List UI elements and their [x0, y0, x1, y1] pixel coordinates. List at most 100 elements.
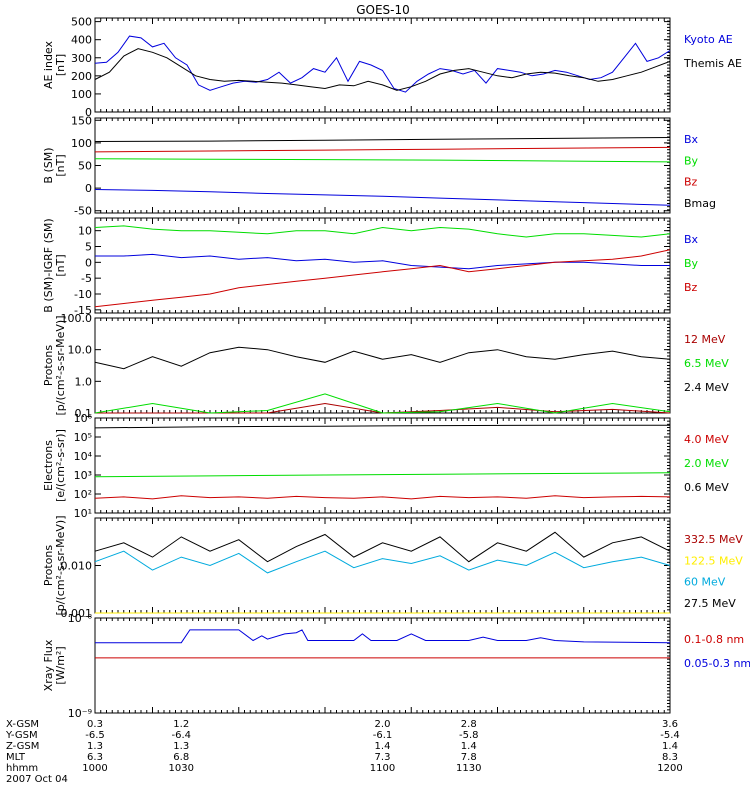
y-tick-label: 0 [85, 182, 92, 195]
y-axis-label: B (SM)[nT] [42, 147, 67, 183]
series-line-0-6-mev [94, 424, 670, 429]
y-tick-label: 1.0 [75, 375, 93, 388]
legend-entry-122-5-mev: 122.5 MeV [684, 554, 743, 567]
x-tick-value: 1.4 [662, 741, 678, 752]
legend-entry-bx: Bx [684, 233, 699, 246]
y-axis-label-line: Protons [42, 345, 55, 386]
y-tick-label: 10⁴ [74, 450, 93, 463]
y-axis-label-line: Xray Flux [42, 639, 55, 691]
panel-xray: 10⁻⁹ 10⁻⁸ Xray Flux[W/m²] 0.1-0.8 nm 0.05-0.… [42, 612, 750, 720]
series-line-bz [94, 249, 671, 308]
y-tick-label: 0.001 [61, 607, 93, 620]
legend-entry-by: By [684, 154, 699, 167]
x-row-label: MLT [6, 752, 26, 763]
x-tick-value: 1000 [82, 763, 107, 774]
legend-entry-27-5-mev: 27.5 MeV [684, 597, 736, 610]
y-axis-label-line: Protons [42, 545, 55, 586]
x-tick-value: -5.4 [660, 730, 680, 741]
y-axis-label: Protons[p/(cm²-s-sr-MeV)] [42, 316, 67, 416]
y-axis-label-line: [nT] [54, 254, 67, 276]
legend-entry-332-5-mev: 332.5 MeV [684, 533, 743, 546]
y-tick-label: 100 [71, 137, 92, 150]
y-tick-label: 0 [85, 106, 92, 119]
x-tick-value: 1.4 [375, 741, 391, 752]
legend-entry-0-6-mev: 0.6 MeV [684, 481, 729, 494]
x-tick-value: 7.3 [375, 752, 391, 763]
x-tick-value: 1200 [657, 763, 682, 774]
y-axis-label-line: [p/(cm²-s-sr-MeV)] [54, 516, 67, 616]
y-axis-label: B (SM)-IGRF (SM)[nT] [42, 218, 67, 312]
y-axis-label-line: [W/m²] [54, 646, 67, 684]
panel-frame [94, 217, 671, 314]
y-tick-label: 10² [74, 488, 92, 501]
x-axis-labels: X-GSM 0.3 1.2 2.0 2.8 3.6 Y-GSM -6.5 -6.4 -6.1 -5.… [5, 719, 683, 785]
x-tick-value: 1.3 [87, 741, 103, 752]
panel-protons_hi: 0.11.010.0100.0Protons[p/(cm²-s-sr-MeV)]… [42, 312, 729, 420]
y-axis-label-line: Electrons [42, 440, 55, 491]
x-row-label: X-GSM [6, 719, 39, 730]
panel-ae: 0 100 200 300 400 500 AE index[nT] Kyoto AE Them… [42, 16, 742, 119]
y-tick-label: 10¹ [74, 507, 92, 520]
y-tick-label: 100.0 [61, 312, 93, 325]
x-tick-value: 2.0 [375, 719, 391, 730]
y-axis-label-line: [p/(cm²-s-sr-MeV)] [54, 316, 67, 416]
x-tick-value: 1.4 [461, 741, 477, 752]
x-tick-value: 1.2 [173, 719, 189, 730]
legend-entry-12-mev: 12 MeV [684, 333, 726, 346]
x-tick-value: 6.8 [173, 752, 189, 763]
legend-entry-bz: Bz [684, 176, 698, 189]
x-tick-value: 7.8 [461, 752, 477, 763]
x-tick-value: 1100 [370, 763, 395, 774]
panel-frame [94, 17, 671, 113]
panel-b_resid: -15 -10 -5 0 5 10 B (SM)-IGRF (SM)[nT] Bx By Bz [42, 217, 699, 317]
y-tick-label: 5 [85, 241, 92, 254]
y-tick-label: 0.010 [61, 560, 93, 573]
y-tick-label: 10³ [74, 469, 92, 482]
y-tick-label: -10 [74, 288, 92, 301]
panel-frame [94, 117, 671, 214]
series-line-0-05-0-3-nm [95, 629, 671, 644]
series-line-bmag [94, 137, 671, 142]
y-tick-label: 10 [78, 225, 92, 238]
legend-entry-0-1-0-8-nm: 0.1-0.8 nm [684, 633, 744, 646]
y-tick-label: 10⁵ [74, 431, 92, 444]
y-tick-label: 10⁻⁸ [68, 612, 93, 625]
series-line-themis-ae [94, 48, 671, 91]
y-tick-label: -50 [74, 205, 92, 218]
x-row-label: Y-GSM [5, 730, 38, 741]
legend-entry-by: By [684, 257, 699, 270]
series-line-by [94, 225, 671, 238]
y-tick-label: 500 [71, 16, 92, 29]
panel-frame [94, 617, 671, 714]
legend-entry-bx: Bx [684, 133, 699, 146]
y-axis-label-line: [nT] [54, 154, 67, 176]
series-line-2-0-mev [94, 472, 671, 478]
y-axis-label-line: [e/(cm²-s-sr)] [54, 429, 67, 502]
panel-frame [94, 317, 671, 414]
plot-title: GOES-10 [356, 3, 410, 17]
x-tick-value: 2.8 [461, 719, 477, 730]
legend-entry-themis-ae: Themis AE [683, 57, 742, 70]
x-tick-value: 6.3 [87, 752, 103, 763]
series-line-6-5-mev [94, 393, 671, 414]
panel-protons_lo: 0.001 0.010 Protons[p/(cm²-s-sr-MeV)] 332.5… [42, 516, 743, 621]
series-line-27-5-mev [94, 531, 671, 563]
panel-frame [94, 517, 671, 614]
series-line-kyoto-ae [94, 35, 671, 93]
y-tick-label: 100 [71, 88, 92, 101]
legend-entry-60-mev: 60 MeV [684, 576, 726, 589]
date-label: 2007 Oct 04 [6, 774, 68, 785]
series-line-bz [94, 146, 671, 153]
x-tick-value: -6.4 [171, 730, 191, 741]
y-axis-label-line: [nT] [54, 54, 67, 76]
panel-b_sm: -50 0 50 100 150 B (SM)[nT] Bx By Bz Bmag [42, 114, 716, 217]
x-tick-value: 1030 [169, 763, 194, 774]
legend-entry-2-4-mev: 2.4 MeV [684, 381, 729, 394]
legend-entry-bmag: Bmag [684, 197, 716, 210]
legend-entry-2-0-mev: 2.0 MeV [684, 457, 729, 470]
y-tick-label: 300 [71, 52, 92, 65]
legend-entry-0-05-0-3-nm: 0.05-0.3 nm [684, 657, 750, 670]
series-line-bx [94, 189, 671, 206]
